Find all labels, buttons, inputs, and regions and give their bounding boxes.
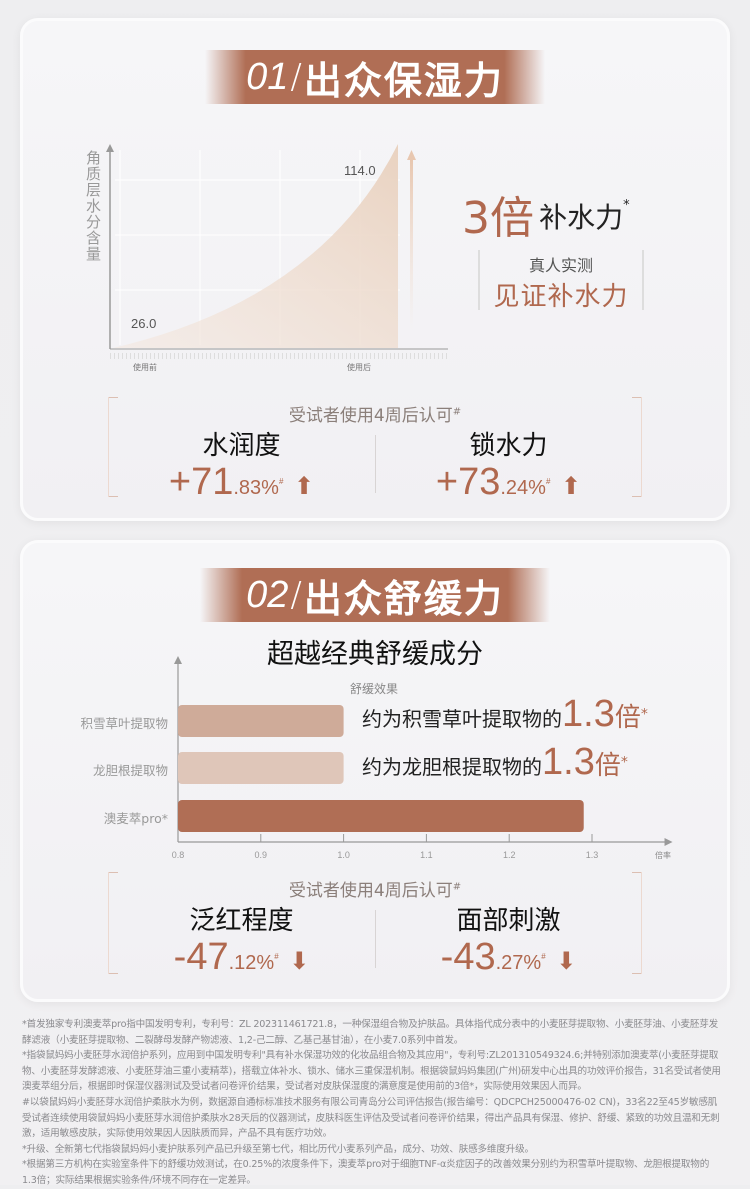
stat-irritation: 面部刺激 -43.27%# ⬇ [440, 906, 577, 978]
soothing-bar-chart: 0.8 0.9 1.0 1.1 1.2 1.3 [172, 656, 673, 860]
x-tick-label: 1.1 [420, 850, 433, 860]
bar-category-label: 龙胆根提取物 [92, 763, 168, 778]
arrow-up-icon: ⬆ [560, 473, 582, 500]
bar-category-label: 澳麦萃pro* [103, 811, 168, 826]
bar-category-label: 积雪草叶提取物 [80, 716, 168, 731]
footnote: *根据第三方机构在实验室条件下的舒缓功效测试，在0.25%的浓度条件下，澳麦萃p… [22, 1159, 710, 1186]
claim: 3倍 补水力* [462, 182, 630, 246]
footnote: #以袋鼠妈妈小麦胚芽水润倍护柔肤水为例，数据源自通标标准技术服务有限公司青岛分公… [22, 1096, 720, 1140]
moisture-chart [106, 144, 448, 359]
x-tick-label: 1.3 [586, 850, 599, 860]
badge-line1: 真人实测 [528, 256, 593, 275]
x-tick-label: 0.9 [255, 850, 268, 860]
footnote: *首发独家专利澳麦萃pro指中国发明专利，专利号：ZL 202311461721… [22, 1019, 719, 1046]
arrow-down-icon: ⬇ [289, 948, 310, 975]
stats-divider [375, 910, 376, 968]
approval-note: 受试者使用4周后认可# [288, 881, 462, 901]
approval-note: 受试者使用4周后认可# [288, 406, 462, 426]
section2-banner: 02/ 出众舒缓力 [200, 568, 550, 622]
x-tick-label: 1.2 [503, 850, 516, 860]
arrow-up-icon: ⬆ [293, 473, 315, 500]
before-value: 26.0 [131, 316, 157, 331]
rise-arrow-shaft [410, 160, 413, 330]
footnote: *指袋鼠妈妈小麦胚芽水润倍护系列，应用到中国发明专利"具有补水保湿功效的化妆品组… [22, 1050, 721, 1093]
x-axis-label: 倍率 [655, 851, 671, 860]
footnote: *升级、全新第七代指袋鼠妈妈小麦护肤系列产品已升级至第七代，相比历代小麦系列产品… [22, 1143, 534, 1155]
stat-water-lock: 锁水力 +73.24%# ⬆ [435, 431, 582, 503]
bar [178, 705, 344, 737]
bar [178, 800, 584, 832]
claim-text: 补水力 [539, 201, 624, 234]
footnotes: *首发独家专利澳麦萃pro指中国发明专利，专利号：ZL 202311461721… [22, 1017, 722, 1189]
stats-divider [375, 435, 376, 493]
rise-arrow-head [407, 150, 416, 160]
bar [178, 752, 344, 784]
y-axis-arrow [106, 144, 114, 152]
x-axis-arrow [664, 838, 673, 846]
moisture-area [113, 144, 398, 348]
before-label: 使用前 [133, 363, 157, 372]
chart-ylabel: 角质层水分含量 [86, 149, 102, 263]
chart-title: 舒缓效果 [350, 682, 399, 696]
after-value: 114.0 [344, 163, 376, 178]
section2-subtitle: 超越经典舒缓成分 [267, 639, 483, 670]
section2-stats: 受试者使用4周后认可# 泛红程度 -47.12%# ⬇ 面部刺激 -43.27%… [108, 872, 642, 977]
section2-title: 出众舒缓力 [303, 576, 504, 621]
y-axis-arrow [174, 656, 182, 664]
stat-hydration: 水润度 +71.83%# ⬆ [168, 431, 315, 503]
claim-mark: * [623, 198, 630, 213]
arrow-down-icon: ⬇ [556, 948, 577, 975]
section1-banner: 01/ 出众保湿力 [205, 50, 545, 104]
section2-number: 02 [246, 573, 289, 616]
section1-title: 出众保湿力 [303, 58, 504, 103]
badge-line2: 见证补水力 [493, 282, 629, 312]
verified-badge: 真人实测 见证补水力 [478, 250, 644, 312]
section1-stats: 受试者使用4周后认可# 水润度 +71.83%# ⬆ 锁水力 +73.24%# … [108, 397, 642, 502]
after-label: 使用后 [347, 363, 371, 372]
stat-redness: 泛红程度 -47.12%# ⬇ [173, 906, 310, 978]
comparison-2: 约为龙胆根提取物的1.3倍* [362, 741, 628, 783]
section1-number: 01 [246, 55, 289, 98]
x-tick-label: 0.8 [172, 850, 185, 860]
x-tick-label: 1.0 [337, 850, 350, 860]
claim-multiplier: 3倍 [462, 193, 534, 244]
comparison-1: 约为积雪草叶提取物的1.3倍* [362, 693, 648, 735]
